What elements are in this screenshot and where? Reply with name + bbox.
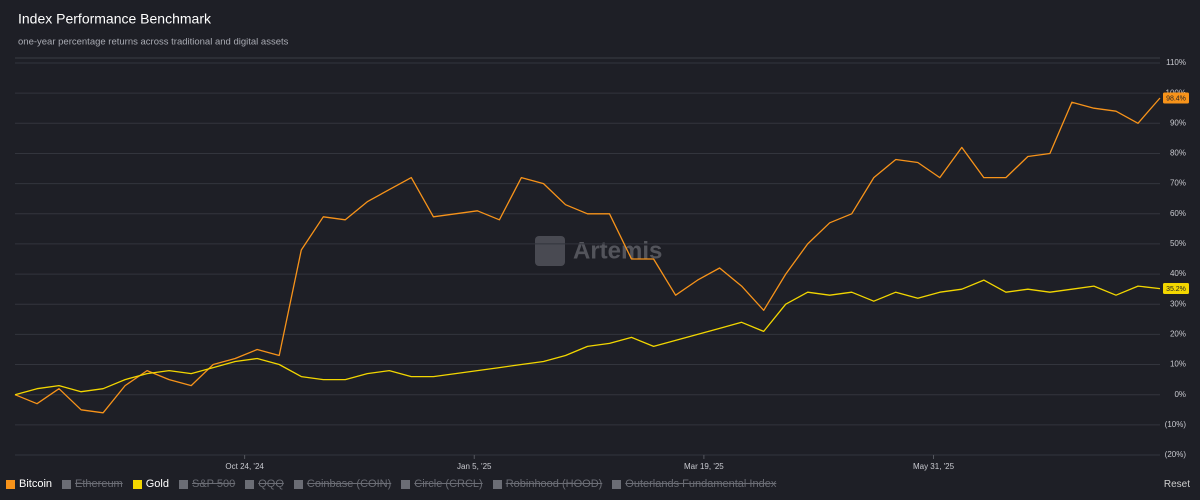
legend-item[interactable]: Robinhood (HOOD) <box>492 478 603 490</box>
y-tick-label: 10% <box>1170 360 1186 369</box>
reset-button[interactable]: Reset <box>1163 479 1190 490</box>
legend-label: S&P 500 <box>191 478 236 490</box>
y-tick-label: 20% <box>1170 329 1186 338</box>
y-tick-label: 70% <box>1170 179 1186 188</box>
y-tick-label: 30% <box>1170 299 1186 308</box>
legend-label: Coinbase (COIN) <box>306 478 392 490</box>
end-label-box <box>1163 283 1189 295</box>
end-label: 98.4% <box>1166 95 1186 102</box>
legend-swatch <box>6 479 15 489</box>
legend-label: Gold <box>145 478 169 490</box>
y-tick-label: (10%) <box>1165 420 1187 429</box>
series-line <box>14 279 1161 396</box>
chart-title: Index Performance Benchmark <box>18 11 212 27</box>
watermark-text: Artemis <box>573 237 662 264</box>
y-tick-label: 110% <box>1166 58 1186 67</box>
legend-swatch <box>293 479 303 489</box>
legend-item[interactable]: QQQ <box>245 478 284 490</box>
legend-swatch <box>401 479 411 489</box>
y-tick-label: 50% <box>1170 239 1186 248</box>
x-tick-label: Jan 5, '25 <box>457 462 492 471</box>
legend-swatch <box>612 479 622 489</box>
legend-item[interactable]: Outerlands Fundamental Index <box>612 478 776 490</box>
watermark-icon <box>535 236 565 266</box>
legend-item[interactable]: Ethereum <box>62 478 123 490</box>
legend-label: Outerlands Fundamental Index <box>625 478 777 490</box>
legend-item[interactable]: Bitcoin <box>6 478 52 490</box>
y-tick-label: (20%) <box>1165 450 1187 459</box>
watermark: Artemis <box>535 236 662 266</box>
y-tick-label: 40% <box>1170 269 1186 278</box>
legend-label: QQQ <box>258 478 284 490</box>
y-tick-label: 80% <box>1170 149 1186 158</box>
legend-label: Ethereum <box>75 478 123 490</box>
legend-swatch <box>62 479 72 489</box>
end-label: 35.2% <box>1166 286 1186 293</box>
legend-label: Robinhood (HOOD) <box>505 478 603 490</box>
y-tick-label: 0% <box>1174 390 1186 399</box>
legend-swatch <box>132 479 142 489</box>
legend-item[interactable]: Gold <box>132 478 169 490</box>
x-tick-label: May 31, '25 <box>913 462 955 471</box>
legend-swatch <box>245 479 255 489</box>
legend-swatch <box>178 479 188 489</box>
legend-item[interactable]: S&P 500 <box>178 478 236 490</box>
x-tick-label: Oct 24, '24 <box>225 462 264 471</box>
chart-subtitle: one-year percentage returns across tradi… <box>18 37 289 48</box>
y-tick-label: 90% <box>1170 118 1186 127</box>
x-tick-label: Mar 19, '25 <box>684 462 724 471</box>
legend-label: Bitcoin <box>19 478 53 490</box>
legend: Bitcoin Ethereum Gold S&P 500 QQQ Coinbase (C… <box>6 478 776 490</box>
end-label-box <box>1163 92 1189 104</box>
series-line <box>14 97 1161 414</box>
chart: Index Performance Benchmark one-year per… <box>14 11 1189 471</box>
legend-item[interactable]: Circle (CRCL) <box>401 478 483 490</box>
legend-swatch <box>492 479 502 489</box>
legend-label: Circle (CRCL) <box>414 478 483 490</box>
y-tick-label: 60% <box>1170 209 1186 218</box>
legend-item[interactable]: Coinbase (COIN) <box>293 478 392 490</box>
